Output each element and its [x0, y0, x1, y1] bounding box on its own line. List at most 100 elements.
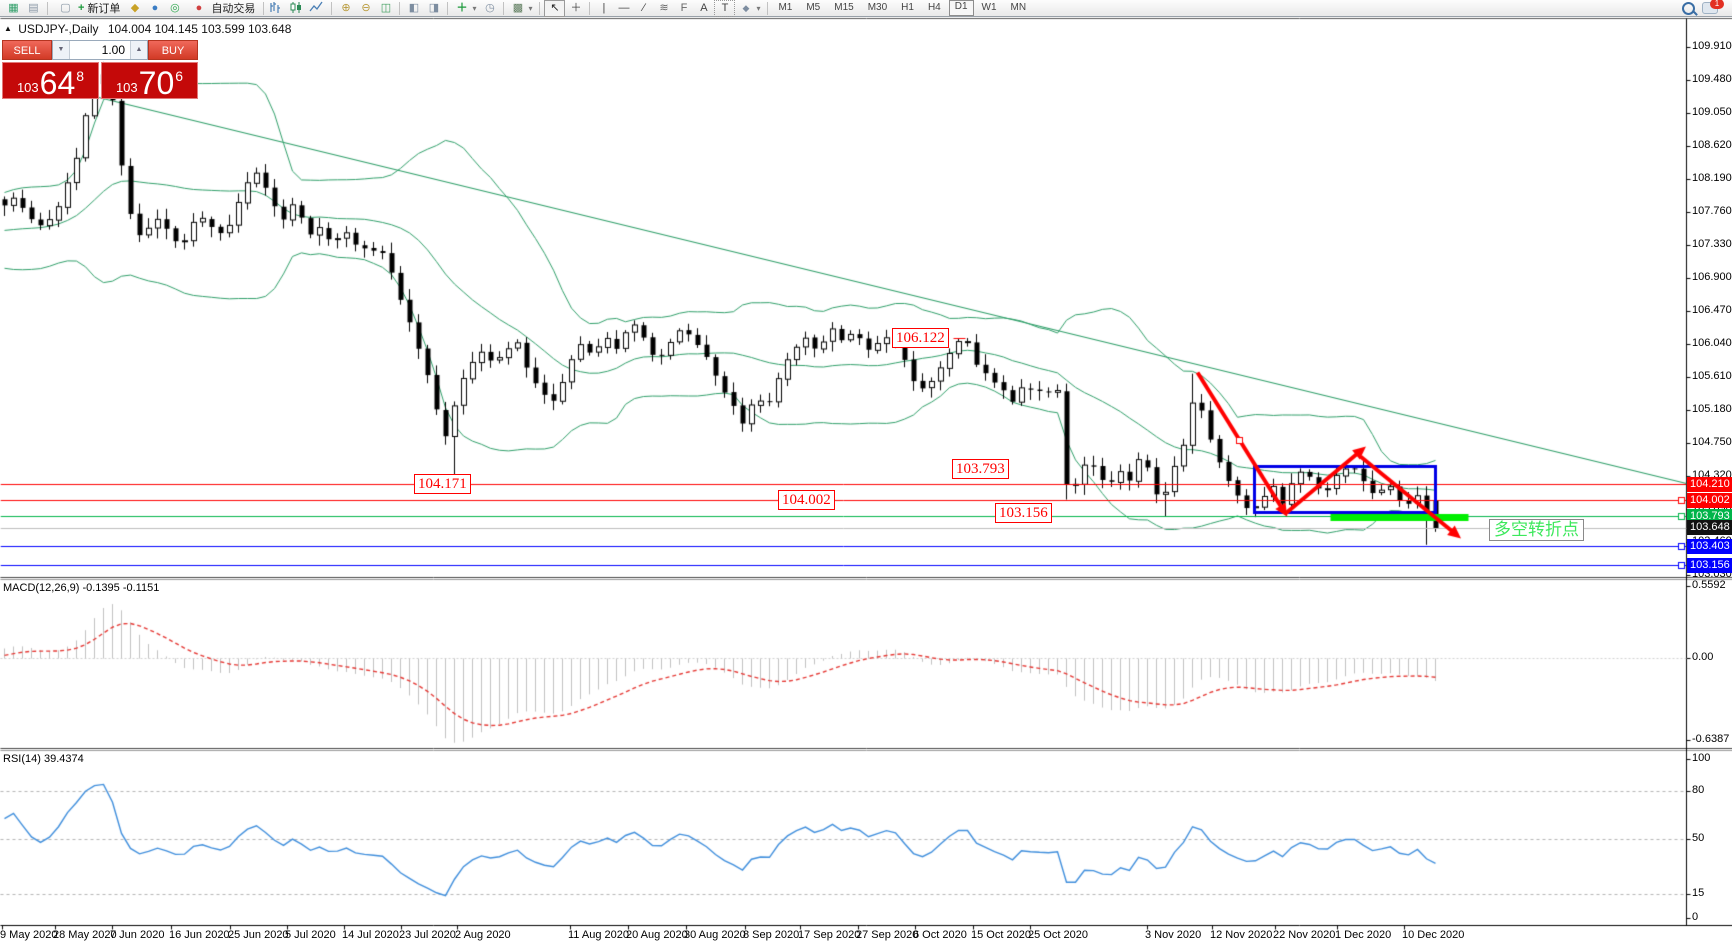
- timeframe-w1[interactable]: W1: [981, 2, 997, 13]
- profiles-icon[interactable]: ▤: [28, 1, 39, 14]
- timeframe-m5[interactable]: M5: [806, 2, 821, 13]
- price-tick-label: 108.620: [1692, 139, 1732, 151]
- search-icon[interactable]: [1682, 1, 1698, 16]
- notification-badge: 1: [1710, 0, 1724, 9]
- volume-value[interactable]: 1.00: [101, 43, 125, 57]
- shapes-dropdown-icon[interactable]: ▾: [756, 3, 761, 13]
- timeframe-d1[interactable]: D1: [948, 0, 974, 16]
- timeframe-bar: M1 M5 M15 M30 H1 H4 D1 W1 MN: [772, 0, 1032, 16]
- date-tick-label: 11 Aug 2020: [568, 929, 629, 941]
- buy-price-prefix: 103: [115, 80, 138, 95]
- date-tick-label: 23 Jul 2020: [399, 929, 456, 941]
- toolbar-separator: [767, 1, 769, 15]
- timeframe-m15[interactable]: M15: [834, 2, 854, 13]
- price-badge-104.002: 104.002: [1687, 492, 1732, 508]
- horizontal-line-tool-icon[interactable]: —: [618, 1, 630, 14]
- price-tick-label: 105.610: [1692, 370, 1732, 382]
- fibonacci-tool-icon[interactable]: F: [680, 1, 688, 14]
- buy-button[interactable]: BUY: [148, 40, 198, 60]
- template-dropdown-icon[interactable]: ▾: [528, 3, 533, 13]
- price-label-annotation[interactable]: 103.156: [995, 503, 1052, 523]
- date-tick-label: 9 May 2020: [0, 929, 58, 941]
- auto-scroll-icon[interactable]: ◨: [428, 1, 440, 14]
- template-icon[interactable]: ▩: [512, 1, 524, 14]
- timeframe-mn[interactable]: MN: [1010, 2, 1027, 13]
- one-click-trading-panel: SELL ▼ 1.00 ▲ BUY 103 64 8 103 70 6: [2, 40, 198, 99]
- price-tick-label: 109.050: [1692, 106, 1732, 118]
- price-badge-103.403: 103.403: [1687, 538, 1732, 554]
- date-tick-label: 20 Aug 2020: [626, 929, 688, 941]
- toolbar: ▦ ▤ ▢ + 新订单 ◆ ● ◎ ● 自动交易 ⊕ ⊖ ◫ ◧ ◨: [0, 0, 1732, 17]
- price-tick-label: 106.470: [1692, 304, 1732, 316]
- candlestick-chart-icon[interactable]: [288, 1, 307, 16]
- date-tick-label: 3 Nov 2020: [1145, 929, 1202, 941]
- price-label-annotation[interactable]: 103.793: [952, 459, 1009, 479]
- price-tick-label: 105.180: [1692, 403, 1732, 415]
- text-tool-icon[interactable]: A: [700, 1, 708, 14]
- date-tick-label: 14 Jul 2020: [342, 929, 399, 941]
- price-label-annotation[interactable]: 104.171: [414, 474, 471, 494]
- label-tool-icon[interactable]: T: [714, 0, 736, 17]
- cursor-tool-icon[interactable]: ↖: [544, 0, 566, 17]
- price-badge-104.210: 104.210: [1687, 476, 1732, 492]
- price-tick-label: 104.750: [1692, 436, 1732, 448]
- turning-point-note[interactable]: 多空转折点: [1489, 519, 1584, 541]
- auto-trading-button[interactable]: ● 自动交易: [185, 1, 259, 16]
- chart-shift-icon[interactable]: ◧: [408, 1, 420, 14]
- bar-chart-icon[interactable]: [268, 1, 287, 16]
- buy-price-big: 70: [138, 65, 175, 101]
- chat-icon[interactable]: 1: [1702, 0, 1724, 14]
- sell-button[interactable]: SELL: [2, 40, 52, 60]
- auto-trading-label: 自动交易: [211, 3, 256, 15]
- indicator-dropdown-icon[interactable]: ▾: [472, 3, 477, 13]
- price-label-annotation[interactable]: 104.002: [778, 490, 835, 510]
- crosshair-tool-icon[interactable]: ＋: [570, 1, 582, 14]
- shapes-tool-icon[interactable]: ◆: [742, 2, 750, 13]
- period-clock-icon[interactable]: ◷: [485, 1, 495, 14]
- macd-tick-label: -0.6387: [1692, 733, 1730, 746]
- tile-windows-icon[interactable]: ◫: [380, 1, 392, 14]
- zoom-out-icon[interactable]: ⊖: [361, 1, 371, 14]
- toolbar-separator: [589, 1, 591, 15]
- buy-price-panel[interactable]: 103 70 6: [101, 62, 198, 99]
- price-tick-label: 106.900: [1692, 271, 1732, 283]
- volume-down-button[interactable]: ▼: [53, 41, 70, 59]
- new-order-button[interactable]: ▢ + 新订单: [52, 1, 124, 16]
- date-tick-label: 17 Sep 2020: [798, 929, 861, 941]
- buy-price-sup: 6: [175, 68, 184, 84]
- add-indicator-icon[interactable]: ＋: [456, 1, 468, 14]
- toolbar-separator: [399, 1, 401, 15]
- date-tick-label: 15 Oct 2020: [971, 929, 1031, 941]
- trendline-tool-icon[interactable]: ∕: [643, 1, 645, 14]
- line-chart-icon[interactable]: [308, 1, 327, 16]
- date-tick-label: 25 Jun 2020: [228, 929, 289, 941]
- vertical-line-tool-icon[interactable]: |: [602, 1, 606, 14]
- date-tick-label: 10 Dec 2020: [1402, 929, 1465, 941]
- auto-trading-icon: ●: [195, 1, 203, 14]
- price-label-annotation[interactable]: 106.122: [892, 328, 949, 348]
- sell-price-panel[interactable]: 103 64 8: [2, 62, 99, 99]
- timeframe-m1[interactable]: M1: [778, 2, 793, 13]
- date-tick-label: 22 Nov 2020: [1273, 929, 1336, 941]
- timeframe-h1[interactable]: H1: [901, 2, 914, 13]
- signals-icon[interactable]: ◎: [170, 1, 180, 14]
- channel-tool-icon[interactable]: ≋: [659, 1, 669, 14]
- timeframe-m30[interactable]: M30: [867, 2, 888, 13]
- sell-price-big: 64: [39, 65, 76, 101]
- new-order-icon: ▢: [60, 1, 71, 14]
- zoom-in-icon[interactable]: ⊕: [341, 1, 351, 14]
- sell-price-prefix: 103: [16, 80, 39, 95]
- volume-up-button[interactable]: ▲: [130, 41, 147, 59]
- rsi-tick-label: 80: [1692, 783, 1705, 796]
- price-badge-103.156: 103.156: [1687, 557, 1732, 573]
- macd-tick-label: 0.00: [1692, 651, 1714, 663]
- timeframe-h4[interactable]: H4: [927, 2, 941, 13]
- new-chart-icon[interactable]: ▦: [8, 1, 19, 14]
- rsi-tick-label: 100: [1692, 752, 1711, 764]
- community-icon[interactable]: ●: [151, 1, 159, 14]
- toolbar-separator: [331, 1, 333, 15]
- market-watch-icon[interactable]: ◆: [130, 1, 140, 14]
- collapse-icon[interactable]: ▲: [4, 24, 12, 33]
